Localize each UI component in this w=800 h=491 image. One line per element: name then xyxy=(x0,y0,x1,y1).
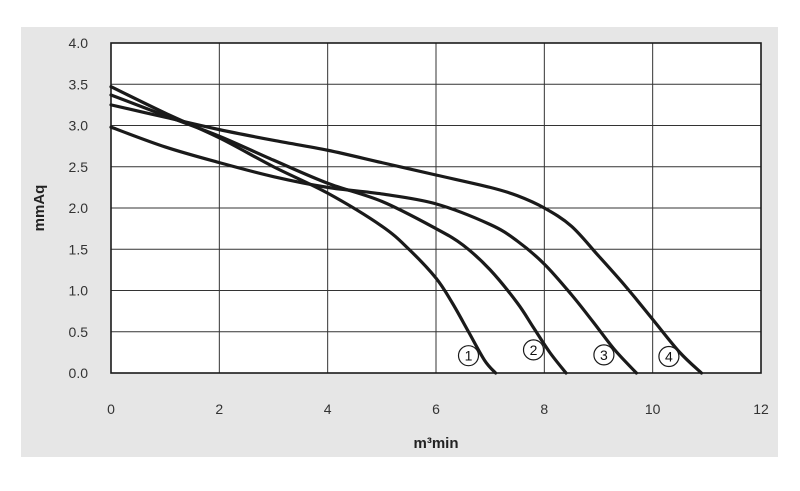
x-tick-label: 12 xyxy=(753,401,769,417)
series-label-circle xyxy=(522,339,545,361)
y-tick-label: 4.0 xyxy=(69,35,89,51)
y-axis-label: mmAq xyxy=(31,185,48,232)
y-tick-label: 2.0 xyxy=(69,200,89,216)
y-tick-label: 1.0 xyxy=(69,283,89,299)
y-tick-label: 3.5 xyxy=(69,76,89,92)
y-tick-label: 2.5 xyxy=(69,159,89,175)
x-axis-label: m³min xyxy=(414,435,459,452)
y-tick-label: 1.5 xyxy=(69,241,89,257)
series-layer xyxy=(109,85,704,375)
series-line-2 xyxy=(109,93,568,375)
x-tick-label: 8 xyxy=(540,401,548,417)
x-tick-labels: 0 2 4 6 8 10 12 xyxy=(107,401,769,417)
x-tick-label: 4 xyxy=(324,401,332,417)
series-label-circle xyxy=(457,345,480,367)
series-label-2: 2 xyxy=(530,342,538,358)
series-line-3 xyxy=(109,125,639,375)
plot-frame xyxy=(110,42,762,374)
x-tick-label: 2 xyxy=(215,401,223,417)
grid-layer xyxy=(111,43,761,373)
y-tick-label: 0.0 xyxy=(69,365,89,381)
y-tick-label: 0.5 xyxy=(69,324,89,340)
series-label-layer: 1 2 3 4 xyxy=(457,339,680,368)
y-tick-label: 3.0 xyxy=(69,118,89,134)
series-label-circle xyxy=(658,345,680,368)
series-label-circle xyxy=(593,344,615,366)
series-label-4: 4 xyxy=(665,349,673,365)
x-tick-label: 6 xyxy=(432,401,440,417)
x-tick-label: 0 xyxy=(107,401,115,417)
y-tick-labels: 0.0 0.5 1.0 1.5 2.0 2.5 3.0 3.5 4.0 xyxy=(69,35,89,381)
series-line-4 xyxy=(109,103,704,375)
series-label-3: 3 xyxy=(600,347,608,363)
x-tick-label: 10 xyxy=(645,401,661,417)
series-label-1: 1 xyxy=(465,348,473,364)
